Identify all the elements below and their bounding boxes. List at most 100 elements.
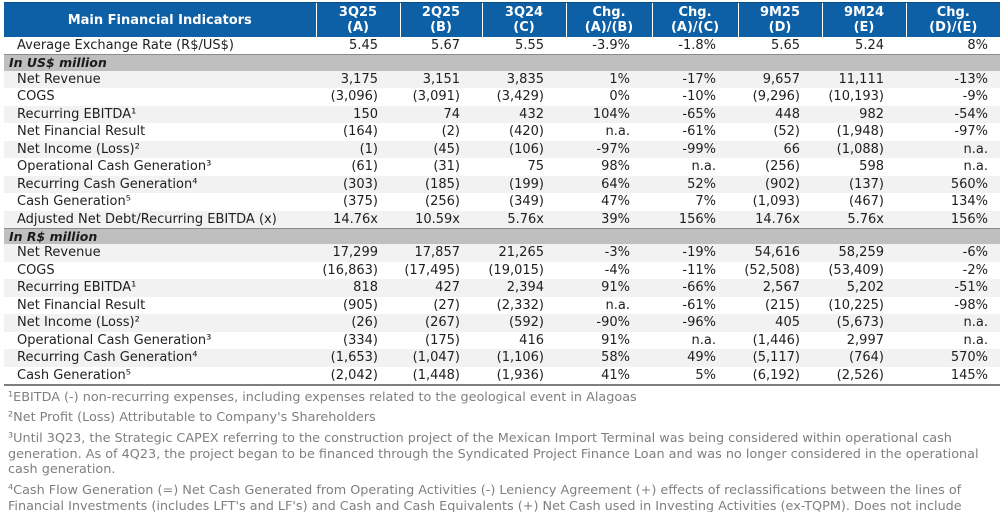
cell-value: -2% [962, 262, 988, 278]
column-header-2q25-b: 2Q25 (B) [399, 2, 482, 37]
cell-value: -97% [566, 140, 652, 158]
cell-value: (334) [343, 332, 378, 348]
cell-value: (10,225) [828, 297, 884, 313]
cell-value: n.a. [691, 159, 716, 175]
cell-value: -3.9% [592, 38, 630, 53]
row-label: Recurring EBITDA¹ [4, 279, 316, 297]
cell-value: 2,997 [846, 332, 884, 348]
cell-value: (164) [343, 124, 378, 140]
column-header-line1: Chg. [678, 5, 712, 20]
table-row: Recurring EBITDA¹ 150 74 432 104% -65% 448 982-… [4, 105, 1000, 123]
cell-value: 5.24 [855, 38, 884, 53]
cell-value: -66% [652, 279, 738, 297]
cell-value: 39% [566, 210, 652, 228]
section-band: In US$ million [4, 54, 1000, 71]
cell-value: 52% [652, 175, 738, 193]
table-row: Recurring EBITDA¹ 818 427 2,394 91% -66% 2,567… [4, 279, 1000, 297]
cell-value: (764) [822, 349, 906, 367]
cell-value: (902) [738, 175, 822, 193]
cell-value: 5.45 [349, 38, 378, 53]
cell-value: n.a. [906, 140, 1000, 158]
cell-value: (26) [316, 314, 400, 332]
column-header-chg-a-c: Chg. (A)/(C) [651, 2, 738, 37]
column-header-line1: 3Q24 [504, 5, 544, 20]
cell-value: 0% [609, 89, 630, 105]
cell-value: (349) [509, 194, 544, 210]
cell-value: (45) [400, 140, 482, 158]
column-header-line2: (B) [430, 20, 452, 35]
cell-value: 8% [967, 38, 988, 53]
row-label: Net Income (Loss)² [4, 314, 316, 332]
table-row: Recurring Cash Generation⁴ (1,653) (1,047)… [4, 349, 1000, 367]
row-label: Net Financial Result [17, 124, 146, 140]
column-header-3q25-a: 3Q25 (A) [315, 2, 400, 37]
row-label: Cash Generation⁵ [17, 367, 131, 383]
footnote-3: ³Until 3Q23, the Strategic CAPEX referri… [8, 430, 979, 478]
cell-value: 9,657 [738, 70, 822, 88]
cell-value: (215) [765, 297, 800, 313]
table-row: Cash Generation⁵ (2,042) (1,448) (1,936) 41%… [4, 367, 1000, 385]
column-header-9m25-d: 9M25 (D) [737, 2, 822, 37]
cell-value: 17,299 [316, 244, 400, 262]
cell-value: 58% [566, 349, 652, 367]
cell-value: -65% [652, 105, 738, 123]
cell-value: n.a. [605, 297, 630, 313]
cell-value: 156% [906, 210, 1000, 228]
cell-value: 66 [738, 140, 822, 158]
cell-value: -96% [652, 314, 738, 332]
cell-value: (905) [343, 297, 378, 313]
column-header-line1: 9M25 [759, 5, 801, 20]
column-header-line2: (A)/(B) [584, 20, 634, 35]
cell-value: -90% [566, 314, 652, 332]
cell-value: (1,936) [496, 367, 544, 383]
cell-value: -4% [604, 262, 630, 278]
cell-value: 11,111 [822, 70, 906, 88]
cell-value: 5.76x [482, 210, 566, 228]
financial-indicators-table: Main Financial Indicators 3Q25 (A) 2Q25 (B)… [4, 2, 1000, 386]
cell-value: 5,202 [822, 279, 906, 297]
cell-value: 448 [738, 105, 822, 123]
row-label: Net Revenue [4, 70, 316, 88]
cell-value: (31) [433, 159, 460, 175]
footnotes: ¹EBITDA (-) non-recurring expenses, incl… [8, 390, 998, 512]
cell-value: -9% [962, 89, 988, 105]
cell-value: 405 [738, 314, 822, 332]
cell-value: (175) [425, 332, 460, 348]
row-label: Net Revenue [4, 244, 316, 262]
cell-value: 5.67 [431, 38, 460, 53]
section-label: In US$ million [4, 54, 1000, 71]
cell-value: -13% [906, 70, 1000, 88]
table-row: Operational Cash Generation³ (334) (175) 41… [4, 332, 1000, 350]
cell-value: (256) [425, 194, 460, 210]
cell-value: 432 [482, 105, 566, 123]
cell-value: -99% [652, 140, 738, 158]
row-label: Operational Cash Generation³ [17, 159, 212, 175]
row-label: Recurring Cash Generation⁴ [4, 349, 316, 367]
column-header-3q24-c: 3Q24 (C) [481, 2, 566, 37]
table-row: Net Revenue 3,175 3,151 3,835 1% -17% 9,657 11,… [4, 70, 1000, 88]
cell-value: -54% [906, 105, 1000, 123]
column-header-line2: (D) [768, 20, 792, 35]
cell-value: (1,047) [400, 349, 482, 367]
cell-value: 156% [652, 210, 738, 228]
cell-value: 5.55 [515, 38, 544, 53]
section-band: In R$ million [4, 227, 1000, 244]
cell-value: 5.65 [771, 38, 800, 53]
cell-value: (5,117) [738, 349, 822, 367]
row-label: Net Income (Loss)² [4, 140, 316, 158]
cell-value: -3% [566, 244, 652, 262]
cell-value: (1,106) [482, 349, 566, 367]
table-row: Adjusted Net Debt/Recurring EBITDA (x) 14… [4, 210, 1000, 228]
table-header: Main Financial Indicators 3Q25 (A) 2Q25 (B)… [4, 2, 1000, 37]
cell-value: 91% [601, 332, 630, 348]
cell-value: (17,495) [404, 262, 460, 278]
cell-value: (185) [400, 175, 482, 193]
column-header-chg-d-e: Chg. (D)/(E) [905, 2, 1000, 37]
cell-value: -97% [954, 124, 988, 140]
cell-value: 150 [316, 105, 400, 123]
cell-value: (52,508) [744, 262, 800, 278]
cell-value: (375) [343, 194, 378, 210]
cell-value: (1,093) [752, 194, 800, 210]
cell-value: -11% [682, 262, 716, 278]
cell-value: (19,015) [488, 262, 544, 278]
